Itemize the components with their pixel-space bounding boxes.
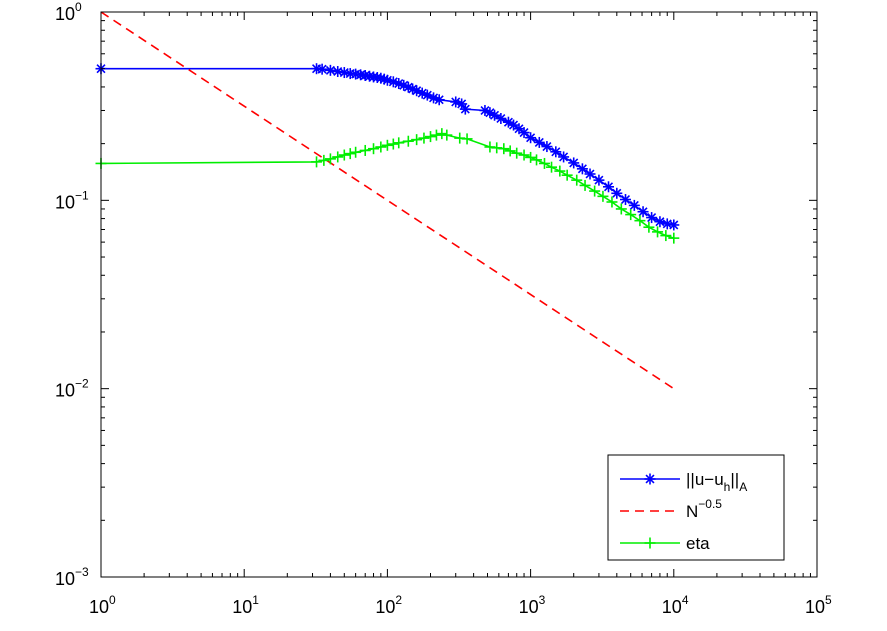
axes-box (100, 11, 818, 578)
data-point (375, 141, 387, 153)
data-point (603, 181, 615, 193)
series-reference-line (100, 11, 675, 390)
data-point (654, 216, 666, 228)
data-point (646, 212, 658, 224)
y-tick-label: 100 (55, 0, 82, 24)
legend-marker (644, 537, 656, 549)
data-point (571, 174, 583, 186)
data-point (461, 133, 473, 145)
data-point (541, 141, 553, 153)
x-tick-label: 102 (375, 593, 402, 617)
data-point (660, 230, 672, 242)
data-point (554, 165, 566, 177)
data-point (368, 143, 380, 155)
data-point (538, 157, 550, 169)
data-point (668, 232, 680, 244)
data-point (634, 215, 646, 227)
data-point (393, 137, 405, 149)
data-point (491, 142, 503, 154)
data-point (533, 136, 545, 148)
data-point (402, 135, 414, 147)
data-point (518, 149, 530, 161)
data-point (350, 146, 362, 158)
legend-entry: eta (620, 534, 710, 553)
data-point (611, 187, 623, 199)
data-point (381, 139, 393, 151)
x-tick-label: 103 (519, 593, 546, 617)
x-tick-label: 100 (89, 593, 116, 617)
data-point (511, 147, 523, 159)
data-point (518, 127, 530, 139)
data-point (332, 151, 344, 163)
legend-marker (644, 473, 656, 485)
data-point (316, 63, 328, 75)
data-point (504, 145, 516, 157)
data-point (418, 132, 430, 144)
series-line (100, 11, 675, 390)
data-point (620, 194, 632, 206)
data-point (387, 138, 399, 150)
data-point (441, 129, 453, 141)
legend-entry: N−0.5 (620, 497, 722, 521)
legend: ||u−uh||A N−0.5 eta (607, 454, 785, 561)
legend-label: eta (686, 534, 710, 553)
data-point (584, 168, 596, 180)
x-tick-label: 101 (232, 593, 259, 617)
data-point (411, 134, 423, 146)
y-tick-label: 10−2 (55, 377, 89, 401)
data-point (344, 148, 356, 160)
data-point (318, 154, 330, 166)
data-point (546, 161, 558, 173)
data-point (525, 132, 537, 144)
data-point (525, 151, 537, 163)
data-point (484, 141, 496, 153)
series-eta (95, 128, 680, 244)
data-point (531, 154, 543, 166)
data-point (561, 169, 573, 181)
data-point (593, 174, 605, 186)
data-point (338, 67, 350, 79)
data-point (606, 196, 618, 208)
data-point (652, 226, 664, 238)
data-point (338, 149, 350, 161)
data-point (668, 219, 680, 231)
data-point (436, 128, 448, 140)
data-point (597, 190, 609, 202)
data-point (576, 163, 588, 175)
data-point (430, 129, 442, 141)
data-point (637, 206, 649, 218)
x-tick-label: 104 (662, 593, 689, 617)
x-tick-label: 105 (805, 593, 832, 617)
legend-label: ||u−uh||A (686, 470, 747, 494)
series-error-norm (95, 63, 680, 231)
axes: 100 101 102 103 104 105 100 10−1 10−2 10−3 (55, 0, 832, 617)
data-point (579, 179, 591, 191)
data-point (459, 103, 471, 115)
data-point (558, 151, 570, 163)
data-point (324, 153, 336, 165)
data-point (425, 131, 437, 143)
data-point (550, 146, 562, 158)
data-point (625, 209, 637, 221)
legend-label: N−0.5 (686, 497, 722, 521)
data-point (568, 157, 580, 169)
data-point (615, 203, 627, 215)
data-point (311, 156, 323, 168)
data-point (324, 64, 336, 76)
data-point (433, 94, 445, 106)
data-point (628, 199, 640, 211)
data-point (643, 221, 655, 233)
data-point (589, 185, 601, 197)
legend-entry: ||u−uh||A (620, 470, 747, 494)
series-layer (95, 11, 680, 390)
y-tick-label: 10−1 (55, 188, 89, 212)
y-tick-label: 10−3 (55, 565, 89, 589)
data-point (359, 144, 371, 156)
data-point (498, 143, 510, 155)
